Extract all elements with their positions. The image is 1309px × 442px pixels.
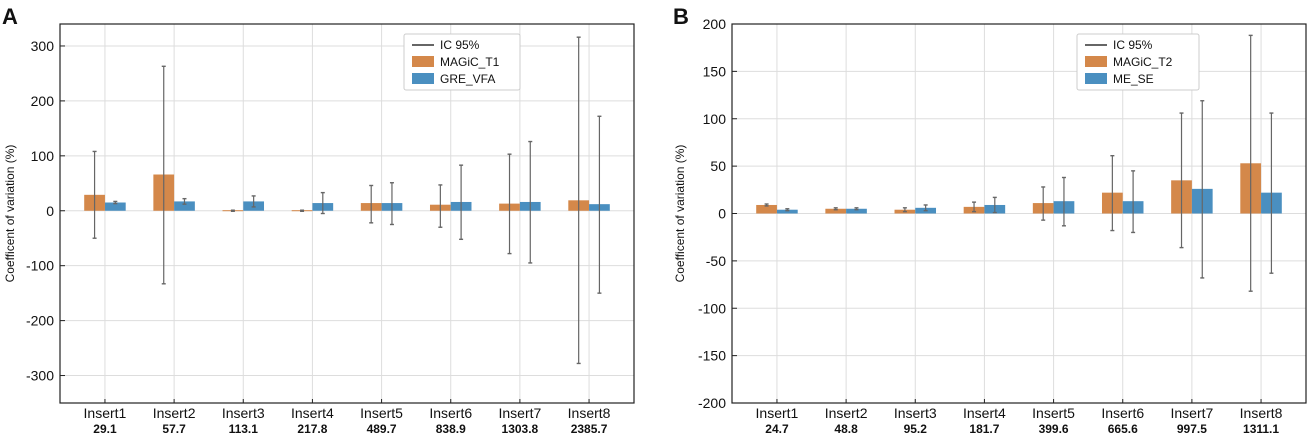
x-tick-label: Insert3 — [222, 405, 265, 421]
legend-errorbar-label: IC 95% — [440, 38, 480, 52]
x-tick-label: Insert2 — [153, 405, 196, 421]
x-sublabel: 29.1 — [93, 422, 117, 436]
x-tick-label: Insert7 — [498, 405, 541, 421]
x-sublabel: 838.9 — [436, 422, 466, 436]
y-tick-label: -50 — [706, 253, 726, 269]
x-sublabel: 997.5 — [1177, 422, 1207, 436]
legend: IC 95% MAGiC_T1 GRE_VFA — [403, 33, 521, 91]
x-tick-label: Insert4 — [963, 405, 1006, 421]
bar-me-se — [846, 208, 867, 214]
y-tick-label: 200 — [31, 93, 55, 109]
y-tick-label: -100 — [698, 300, 726, 316]
x-tick-label: Insert3 — [894, 405, 937, 421]
x-tick-label: Insert4 — [291, 405, 334, 421]
x-sublabel: 217.8 — [297, 422, 327, 436]
y-tick-label: 200 — [703, 16, 727, 32]
x-sublabel: 57.7 — [162, 422, 186, 436]
x-sublabel: 1303.8 — [502, 422, 539, 436]
x-tick-label: Insert1 — [756, 405, 799, 421]
legend-swatch — [412, 56, 434, 67]
legend-swatch — [1085, 56, 1107, 67]
legend-entry-label: GRE_VFA — [440, 72, 495, 86]
x-tick-label: Insert1 — [84, 405, 127, 421]
y-tick-label: 50 — [710, 158, 726, 174]
legend-entry-label: MAGiC_T1 — [440, 55, 500, 69]
y-tick-label: -150 — [698, 348, 726, 364]
y-tick-label: -100 — [26, 258, 54, 274]
x-tick-label: Insert8 — [568, 405, 611, 421]
legend-swatch — [1085, 73, 1107, 84]
plot-frame — [731, 23, 1307, 404]
y-tick-label: 0 — [718, 206, 726, 222]
x-tick-label: Insert6 — [429, 405, 472, 421]
bar-me-se — [776, 209, 798, 214]
x-tick-label: Insert5 — [360, 405, 403, 421]
panel-letter: A — [2, 4, 18, 29]
panel-letter: B — [673, 4, 689, 29]
legend-errorbar-label: IC 95% — [1113, 38, 1153, 52]
x-tick-label: Insert7 — [1170, 405, 1213, 421]
x-sublabel: 24.7 — [765, 422, 789, 436]
bar-magic-t2 — [825, 208, 847, 214]
x-tick-label: Insert6 — [1101, 405, 1144, 421]
x-sublabel: 1311.1 — [1243, 422, 1279, 436]
x-tick-label: Insert8 — [1240, 405, 1283, 421]
y-tick-label: -300 — [26, 368, 54, 384]
x-sublabel: 181.7 — [969, 422, 999, 436]
x-sublabel: 48.8 — [834, 422, 858, 436]
y-tick-label: -200 — [26, 313, 54, 329]
legend-swatch — [412, 73, 434, 84]
y-axis-label: Coefficent of variation (%) — [673, 145, 687, 283]
x-sublabel: 2385.7 — [571, 422, 608, 436]
legend-entry-label: ME_SE — [1113, 72, 1154, 86]
y-tick-label: 0 — [46, 203, 54, 219]
plot-frame — [59, 23, 635, 404]
legend-entry-label: MAGiC_T2 — [1113, 55, 1173, 69]
x-sublabel: 399.6 — [1039, 422, 1069, 436]
y-tick-label: -200 — [698, 395, 726, 411]
y-tick-label: 300 — [31, 38, 55, 54]
x-tick-label: Insert5 — [1032, 405, 1075, 421]
bar-gre-vfa — [174, 201, 195, 211]
x-tick-label: Insert2 — [825, 405, 868, 421]
x-sublabel: 489.7 — [367, 422, 397, 436]
y-tick-label: 150 — [703, 63, 727, 79]
y-axis-label: Coefficent of variation (%) — [3, 145, 17, 283]
x-sublabel: 665.6 — [1108, 422, 1138, 436]
y-tick-label: 100 — [703, 111, 727, 127]
legend-box — [1076, 33, 1200, 91]
x-sublabel: 113.1 — [229, 422, 259, 436]
x-sublabel: 95.2 — [904, 422, 928, 436]
bar-magic-t2 — [756, 204, 777, 214]
y-tick-label: 100 — [31, 148, 55, 164]
bar-gre-vfa — [104, 202, 126, 211]
legend: IC 95% MAGiC_T2 ME_SE — [1076, 33, 1200, 91]
